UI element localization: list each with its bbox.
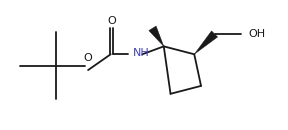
Polygon shape (194, 31, 218, 54)
Text: O: O (84, 53, 92, 63)
Text: OH: OH (249, 29, 266, 39)
Text: O: O (107, 16, 116, 26)
Polygon shape (149, 26, 164, 46)
Text: NH: NH (133, 48, 150, 58)
